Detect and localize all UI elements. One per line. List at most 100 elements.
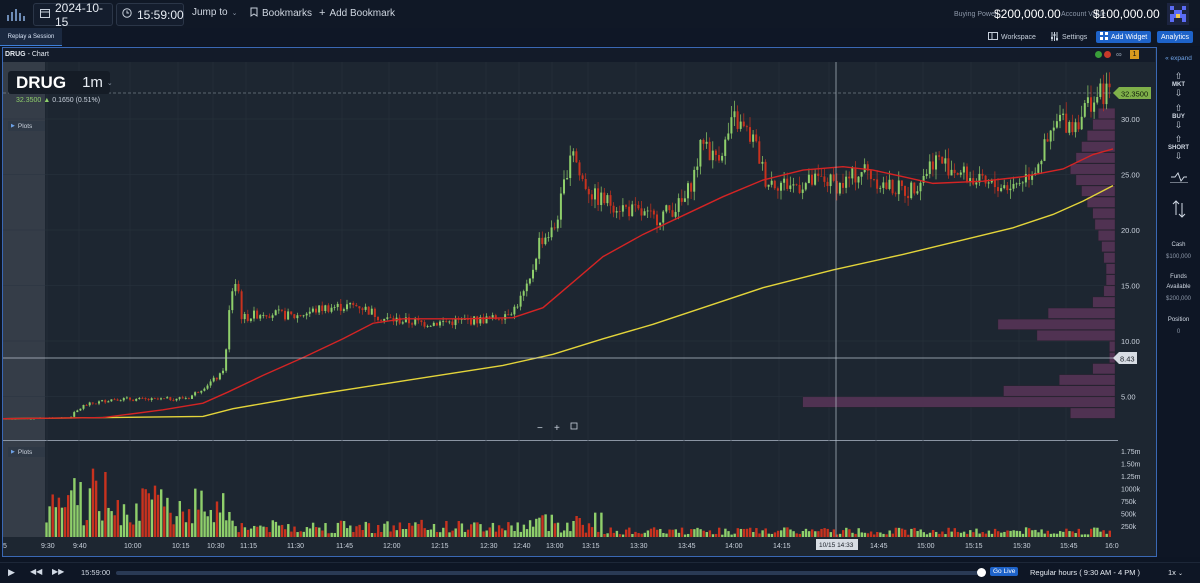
link-icon[interactable]: ∞ xyxy=(1116,50,1122,59)
volume-profile-bar xyxy=(1081,185,1116,197)
chart-trend-icon[interactable] xyxy=(1157,171,1200,185)
volume-bar xyxy=(572,520,575,537)
chevron-down-icon: ⌄ xyxy=(231,9,238,17)
menu-bars-icon[interactable] xyxy=(6,7,28,21)
candle-body xyxy=(935,155,937,170)
buy-button[interactable]: ⇧ BUY ⇩ xyxy=(1157,103,1200,131)
candle-body xyxy=(293,314,296,319)
volume-bar xyxy=(212,522,216,537)
volume-bar xyxy=(950,531,953,537)
volume-bar xyxy=(488,527,491,537)
speed-selector[interactable]: 1x ⌄ xyxy=(1168,568,1183,577)
widget-badge[interactable]: 1 xyxy=(1130,50,1139,59)
candle-body xyxy=(178,397,181,399)
pixel-avatar-icon[interactable] xyxy=(1167,3,1189,25)
jump-to-menu[interactable]: Jump to ⌄ xyxy=(192,7,237,18)
candle-body xyxy=(1018,183,1021,185)
go-live-button[interactable]: Go Live xyxy=(990,567,1019,576)
volume-bar xyxy=(491,522,495,537)
volume-bar xyxy=(854,533,857,537)
zoom-out-icon: − xyxy=(537,423,543,434)
workspace-button[interactable]: Workspace xyxy=(988,31,1036,43)
candle-body xyxy=(702,139,705,144)
volume-bar xyxy=(336,522,340,537)
settings-button[interactable]: Settings xyxy=(1050,31,1087,43)
analytics-button[interactable]: Analytics xyxy=(1157,31,1194,43)
expand-button[interactable]: « expand xyxy=(1157,55,1200,62)
mkt-button[interactable]: ⇧ MKT ⇩ xyxy=(1157,71,1200,99)
playback-slider-handle[interactable] xyxy=(977,568,986,577)
add-widget-button[interactable]: Add Widget xyxy=(1096,31,1152,43)
volume-bar xyxy=(339,520,343,537)
candle-body xyxy=(330,307,333,312)
play-icon[interactable]: ▶ xyxy=(8,567,15,577)
candle-body xyxy=(600,192,603,206)
candle-body xyxy=(956,173,959,175)
candle-body xyxy=(290,311,293,315)
volume-bar xyxy=(57,497,61,537)
jump-to-label: Jump to xyxy=(192,7,228,18)
volume-bar xyxy=(435,531,439,537)
volume-bar xyxy=(274,521,278,537)
volume-bar xyxy=(197,509,200,537)
volume-bar xyxy=(817,531,820,537)
chevron-left-icon: « xyxy=(1165,55,1171,62)
candle-body xyxy=(603,192,606,204)
playback-slider-track[interactable] xyxy=(116,571,980,575)
candle-body xyxy=(454,318,457,326)
candle-body xyxy=(615,211,618,213)
plots-label: Plots xyxy=(17,122,33,130)
candle-body xyxy=(141,397,144,399)
order-sidebar: « expand ⇧ MKT ⇩ ⇧ BUY ⇩ ⇧ SHORT ⇩ Cash … xyxy=(1157,47,1200,557)
volume-bar xyxy=(454,528,457,537)
candle-body xyxy=(820,175,823,177)
session-hours[interactable]: Regular hours ( 9:30 AM - 4 PM ) xyxy=(1030,568,1141,577)
short-button[interactable]: ⇧ SHORT ⇩ xyxy=(1157,134,1200,162)
candle-body xyxy=(900,180,903,186)
volume-bar xyxy=(869,531,873,537)
chart-widget-header[interactable]: DRUG - Chart ∞ 1 xyxy=(3,48,1155,62)
sort-arrows-icon[interactable] xyxy=(1157,199,1200,221)
plots-toggle[interactable]: ▶ Plots xyxy=(8,121,45,131)
candle-body xyxy=(873,178,875,180)
candle-body xyxy=(1000,188,1003,192)
price-chart[interactable]: 30.00 25.00 20.00 15.00 10.00 5.00 1.75m 1.50m… xyxy=(3,62,1155,554)
zoom-controls[interactable]: − + xyxy=(537,422,578,434)
time-selector[interactable]: 15:59:00 xyxy=(116,3,184,26)
analytics-label: Analytics xyxy=(1161,33,1190,41)
time-tick-label: 9:30 xyxy=(41,543,55,550)
volume-bar xyxy=(389,531,392,537)
candle-body xyxy=(318,305,321,313)
volume-bar xyxy=(736,528,739,537)
volume-bar xyxy=(91,468,95,537)
widget-title: - Chart xyxy=(25,51,49,58)
add-bookmark-button[interactable]: + Add Bookmark xyxy=(319,7,395,19)
volume-bar xyxy=(767,533,770,537)
fast-moving-average-line xyxy=(3,148,1114,420)
volume-bar xyxy=(206,516,209,537)
skip-back-icon[interactable]: ◀◀ xyxy=(30,567,43,576)
volume-bar xyxy=(234,526,237,537)
candle-body xyxy=(845,176,848,188)
funds-label: Funds xyxy=(1170,274,1187,280)
candle-body xyxy=(718,154,720,161)
skip-forward-icon[interactable]: ▶▶ xyxy=(52,567,65,576)
volume-bar xyxy=(60,507,64,537)
candle-body xyxy=(104,400,107,403)
date-selector[interactable]: 2024-10-15 xyxy=(33,1,113,29)
volume-plots-toggle[interactable]: ▶ Plots xyxy=(8,447,45,457)
candle-body xyxy=(209,381,212,386)
tab-replay-session[interactable]: Replay a Session xyxy=(0,28,62,46)
volume-bar xyxy=(975,528,978,537)
volume-bar xyxy=(256,526,259,537)
volume-bar xyxy=(349,525,352,537)
candle-body xyxy=(153,398,156,400)
price-tick-label: 5.00 xyxy=(1121,393,1136,402)
candle-body xyxy=(116,399,119,401)
volume-bar xyxy=(175,516,178,537)
symbol-box[interactable]: DRUG 1m ⌄ xyxy=(8,71,113,94)
bookmarks-button[interactable]: Bookmarks xyxy=(250,7,312,20)
candle-body xyxy=(1074,122,1077,133)
volume-bar xyxy=(758,533,761,537)
chart-interval[interactable]: 1m xyxy=(82,74,103,91)
